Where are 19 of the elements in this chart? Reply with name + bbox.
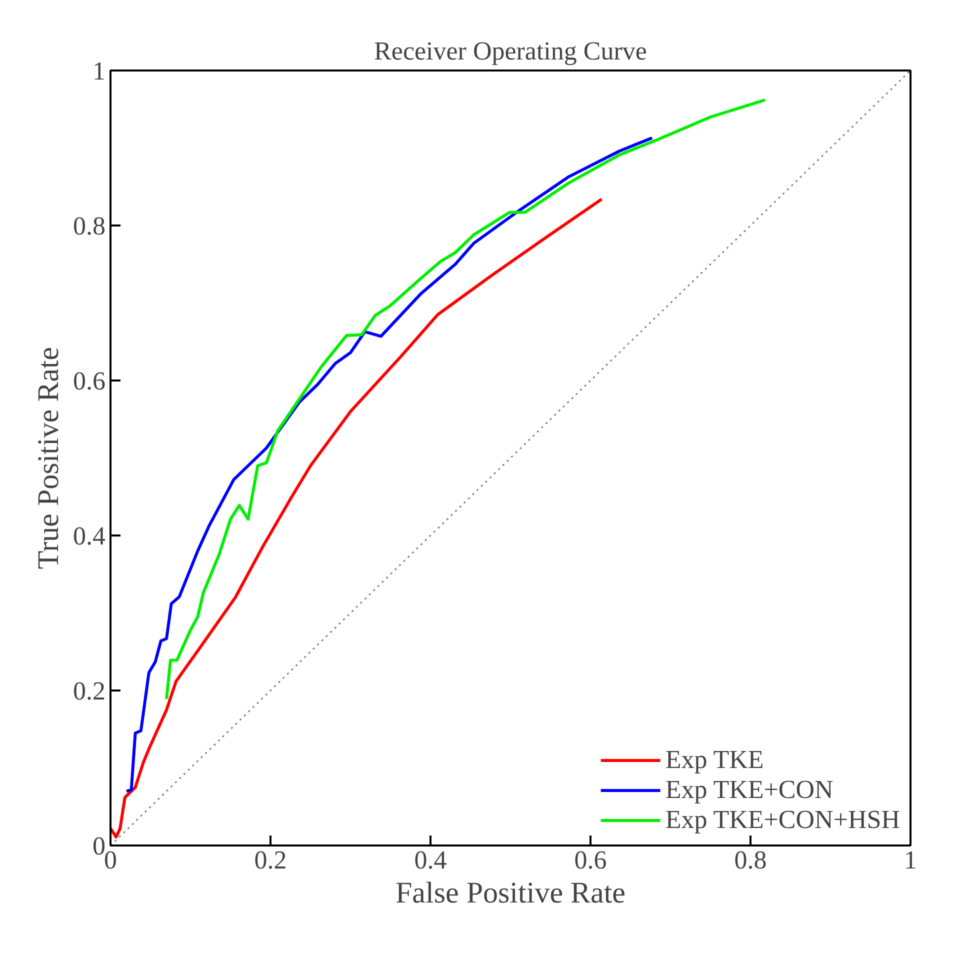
y-tick-label: 0.2 xyxy=(73,676,106,706)
line-series xyxy=(125,136,654,793)
line-series xyxy=(165,98,766,701)
y-tick-label: 0.6 xyxy=(73,366,106,396)
legend-label: Exp TKE xyxy=(665,745,764,775)
line-series xyxy=(110,198,604,838)
y-tick-label: 0.4 xyxy=(73,522,106,550)
legend-label: Exp TKE+CON xyxy=(665,775,834,805)
chart-title: Receiver Operating Curve xyxy=(374,36,647,66)
x-tick-label: 0.2 xyxy=(254,846,287,874)
x-axis-title: False Positive Rate xyxy=(396,876,626,910)
x-tick-label: 0.8 xyxy=(734,846,767,874)
legend-label: Exp TKE+CON+HSH xyxy=(665,805,900,835)
y-tick-label: 1 xyxy=(92,56,106,86)
y-axis-title: True Positive Rate xyxy=(32,346,65,570)
x-tick-label: 0.6 xyxy=(574,846,607,874)
x-tick-label: 1 xyxy=(904,846,917,874)
x-tick-label: 0.4 xyxy=(414,846,447,874)
y-tick-label: 0.8 xyxy=(73,212,106,240)
